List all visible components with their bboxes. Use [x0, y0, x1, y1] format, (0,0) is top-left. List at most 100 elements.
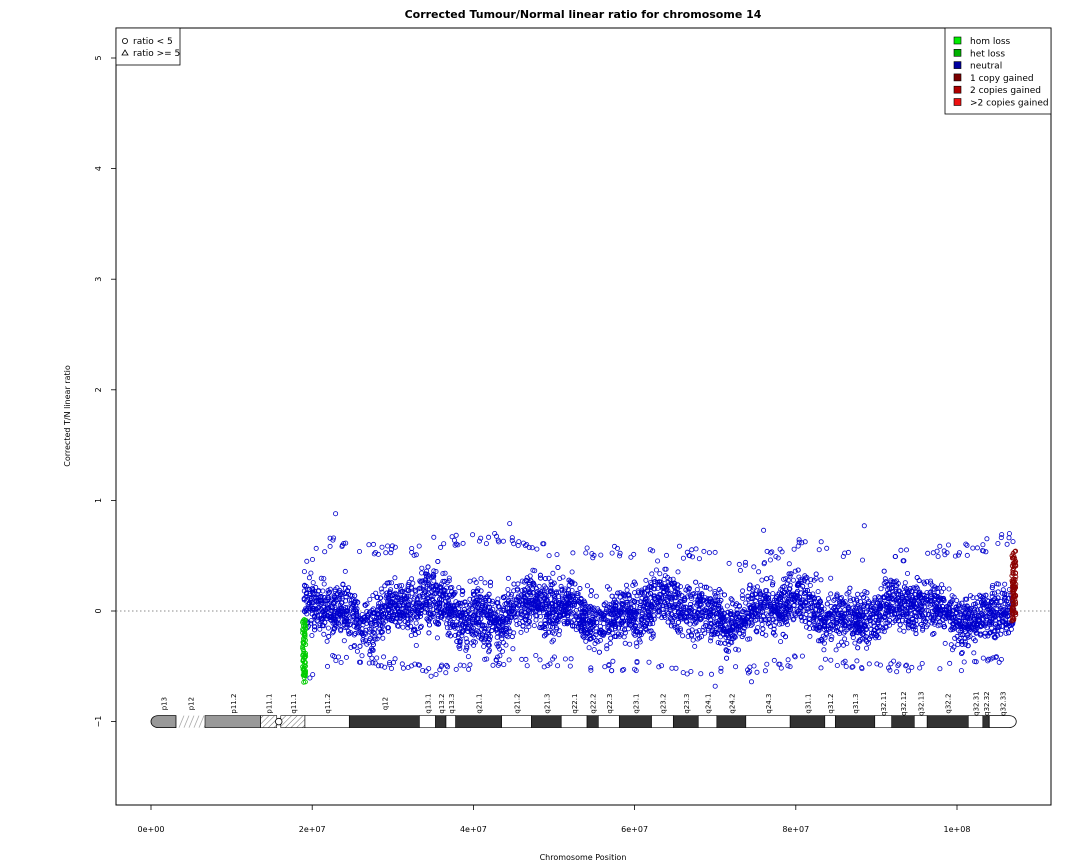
- neutral-point: [639, 617, 645, 623]
- neutral-point: [499, 632, 505, 638]
- neutral-point: [573, 607, 579, 613]
- y-tick-label: 4: [94, 166, 103, 171]
- neutral-point: [526, 597, 532, 603]
- neutral-point: [652, 579, 658, 585]
- neutral-point: [741, 628, 747, 634]
- neutral-point: [530, 590, 536, 596]
- neutral-point: [992, 634, 998, 640]
- neutral-point: [466, 608, 472, 614]
- neutral-point: [315, 600, 321, 606]
- neutral-point: [330, 600, 336, 606]
- neutral-point: [318, 594, 324, 600]
- neutral-point: [781, 583, 787, 589]
- neutral-point: [473, 619, 479, 625]
- neutral-point: [812, 623, 818, 629]
- neutral-point: [650, 631, 656, 637]
- neutral-point: [566, 605, 572, 611]
- neutral-point: [419, 570, 425, 576]
- neutral-point: [842, 629, 848, 635]
- neutral-point: [929, 601, 935, 607]
- neutral-point: [350, 614, 356, 620]
- neutral-point: [647, 621, 653, 627]
- x-tick-label: 0e+00: [138, 825, 165, 834]
- neutral-point: [929, 598, 935, 604]
- neutral-point: [524, 627, 530, 633]
- neutral-point: [344, 588, 350, 594]
- neutral-point: [548, 586, 554, 592]
- neutral-point: [886, 585, 892, 591]
- neutral-point: [708, 635, 714, 641]
- neutral-point: [655, 609, 661, 615]
- neutral-point: [649, 581, 655, 587]
- neutral-point: [544, 614, 550, 620]
- neutral-point: [668, 623, 674, 629]
- neutral-point: [311, 595, 317, 601]
- neutral-point: [791, 603, 797, 609]
- neutral-point: [379, 629, 385, 635]
- neutral-point: [739, 593, 745, 599]
- neutral-point: [870, 614, 876, 620]
- neutral-point: [381, 611, 387, 617]
- neutral-point: [857, 605, 863, 611]
- neutral-point: [811, 577, 817, 583]
- neutral-point: [596, 649, 602, 655]
- neutral-point: [806, 620, 812, 626]
- neutral-point: [521, 594, 527, 600]
- neutral-point: [575, 593, 581, 599]
- neutral-point: [405, 625, 411, 631]
- x-axis: 0e+00 2e+07 4e+07 6e+07 8e+07 1e+08: [138, 805, 970, 834]
- neutral-point: [913, 618, 919, 624]
- neutral-point: [593, 593, 599, 599]
- neutral-point: [681, 606, 687, 612]
- neutral-point: [666, 610, 672, 616]
- neutral-point: [577, 606, 583, 612]
- neutral-point: [466, 602, 472, 608]
- neutral-point: [473, 630, 479, 636]
- neutral-point: [808, 577, 814, 583]
- neutral-point: [377, 617, 383, 623]
- neutral-point: [525, 603, 531, 609]
- neutral-point: [469, 603, 475, 609]
- neutral-point: [666, 603, 672, 609]
- neutral-point: [307, 606, 313, 612]
- neutral-point: [526, 618, 532, 624]
- neutral-point: [858, 627, 864, 633]
- neutral-point: [561, 619, 567, 625]
- neutral-point: [308, 570, 314, 576]
- neutral-point: [385, 628, 391, 634]
- neutral-point: [743, 600, 749, 606]
- neutral-point: [638, 630, 644, 636]
- neutral-point: [438, 597, 444, 603]
- neutral-point: [494, 634, 500, 640]
- neutral-point: [781, 605, 787, 611]
- neutral-point: [597, 624, 603, 630]
- neutral-point: [639, 595, 645, 601]
- neutral-point: [626, 622, 632, 628]
- neutral-point: [905, 619, 911, 625]
- neutral-point: [864, 590, 870, 596]
- neutral-point: [424, 568, 430, 574]
- neutral-point: [714, 622, 720, 628]
- neutral-point: [967, 609, 973, 615]
- neutral-point: [784, 622, 790, 628]
- neutral-point: [696, 607, 702, 613]
- neutral-point: [341, 638, 347, 644]
- neutral-point: [839, 616, 845, 622]
- neutral-point: [817, 638, 823, 644]
- neutral-point: [733, 602, 739, 608]
- neutral-point: [754, 595, 760, 601]
- neutral-point: [953, 604, 959, 610]
- neutral-point: [415, 610, 421, 616]
- neutral-point: [337, 591, 343, 597]
- neutral-point: [845, 607, 851, 613]
- neutral-point: [946, 601, 952, 607]
- neutral-point: [785, 599, 791, 605]
- plot-frame: [115, 27, 1052, 806]
- neutral-point: [417, 593, 423, 599]
- neutral-point: [533, 613, 539, 619]
- neutral-point: [324, 604, 330, 610]
- neutral-point: [317, 626, 323, 632]
- neutral-point: [886, 607, 892, 613]
- neutral-point: [576, 598, 582, 604]
- neutral-point: [433, 582, 439, 588]
